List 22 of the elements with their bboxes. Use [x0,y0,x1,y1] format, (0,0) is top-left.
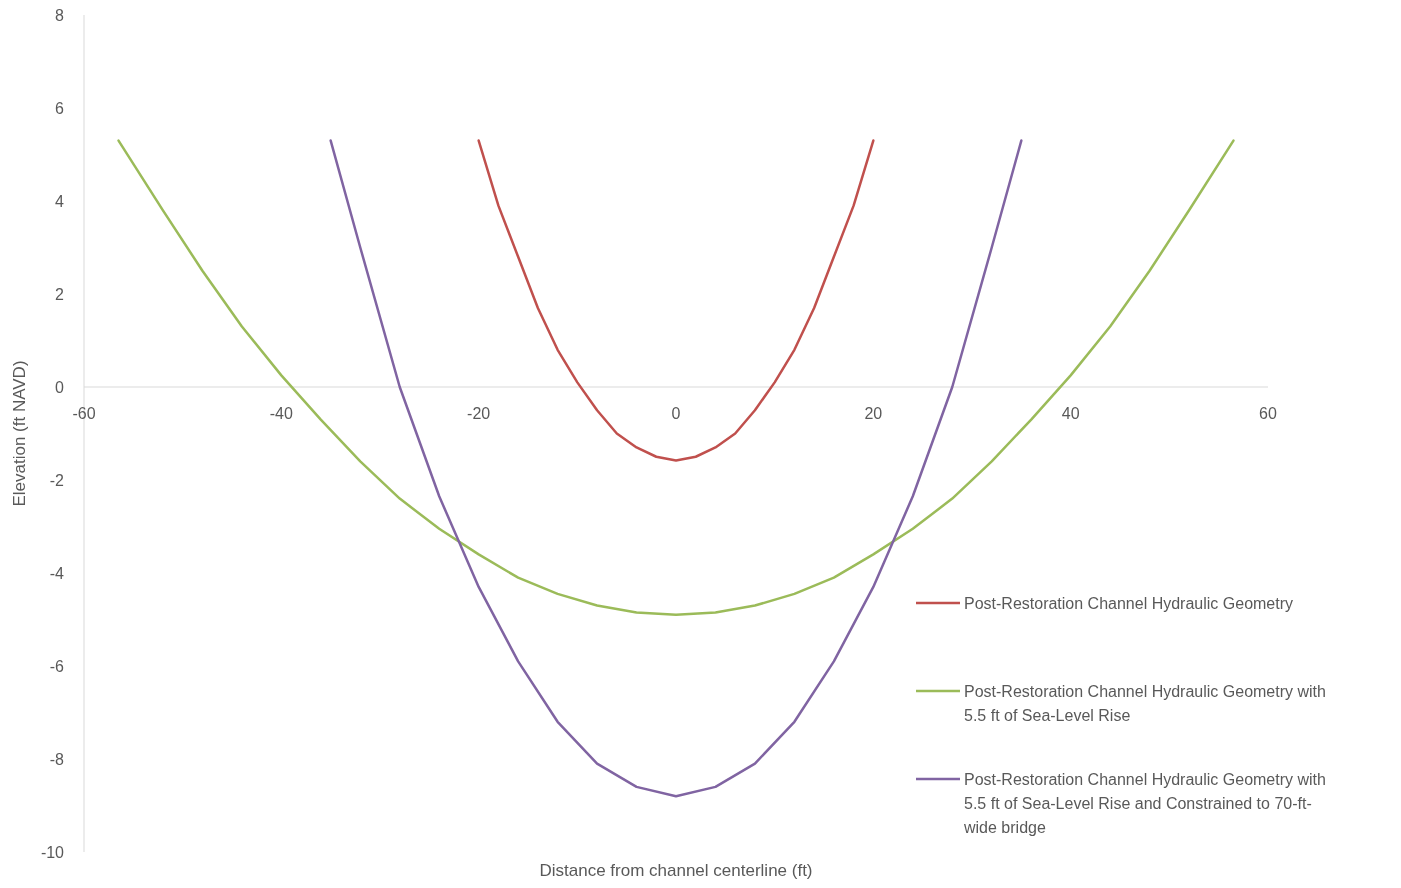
x-tick-label: -40 [269,405,293,422]
y-tick-label: 0 [55,379,65,396]
y-tick-label: -6 [49,658,65,675]
legend-label: Post-Restoration Channel Hydraulic Geometry with 5.5 ft of Sea-Level Rise [964,683,1326,724]
y-tick-label: 2 [55,286,65,303]
x-tick-label: -60 [72,405,96,422]
y-tick-label: 6 [55,100,65,117]
y-tick-label: 8 [55,7,65,24]
y-axis-title: Elevation (ft NAVD) [10,360,29,507]
legend-label: Post-Restoration Channel Hydraulic Geometry with 5.5 ft of Sea-Level Rise and Constrained to 70-ft-wide bridge [963,771,1326,836]
y-tick-label: -2 [49,472,65,489]
x-tick-label: 60 [1259,405,1277,422]
legend-label: Post-Restoration Channel Hydraulic Geometry [964,595,1294,612]
x-tick-label: 20 [864,405,883,422]
x-tick-label: 40 [1061,405,1080,422]
y-tick-label: -4 [49,565,65,582]
x-tick-label: 0 [671,405,681,422]
x-tick-label: -20 [467,405,491,422]
y-tick-label: -10 [40,844,65,861]
x-axis-title: Distance from channel centerline (ft) [539,861,813,880]
y-tick-label: -8 [49,751,65,768]
y-tick-label: 4 [55,193,65,210]
